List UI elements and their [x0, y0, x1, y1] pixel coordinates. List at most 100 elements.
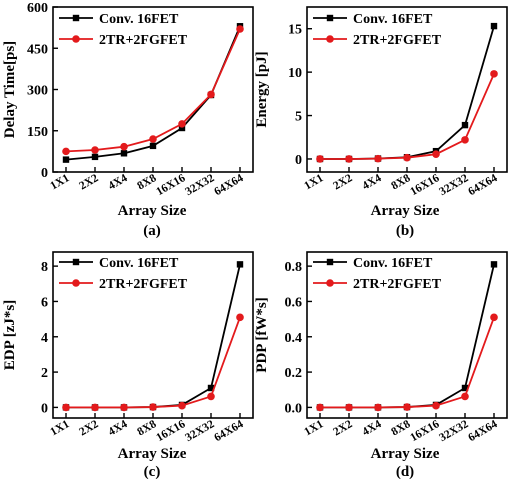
x-axis-label: Array Size: [371, 203, 440, 219]
legend: Conv. 16FET 2TR+2FGFET: [313, 12, 442, 48]
y-tick-label: 0.2: [285, 366, 303, 381]
x-tick-label: 2X2: [331, 418, 354, 438]
x-tick-label: 2X2: [331, 172, 354, 192]
data-point: [236, 313, 244, 322]
data-point: [374, 403, 382, 412]
x-tick-label: 32X32: [183, 418, 216, 444]
y-tick-label: 5: [295, 110, 302, 125]
data-point: [120, 142, 128, 151]
data-point: [236, 25, 244, 33]
data-point: [207, 384, 215, 392]
x-tick-label: 16X16: [154, 172, 187, 198]
series-1: [62, 313, 244, 412]
y-tick-label: 0: [41, 166, 48, 181]
y-tick-label: 600: [27, 1, 48, 16]
legend-entry: 2TR+2FGFET: [353, 33, 442, 48]
data-point: [178, 120, 186, 128]
data-point: [374, 154, 382, 163]
data-point: [91, 153, 99, 161]
y-axis-label: Delay Time[ps]: [2, 41, 18, 138]
series-line: [66, 317, 241, 409]
x-tick-label: 4X4: [360, 172, 383, 192]
data-point: [207, 90, 215, 99]
legend: Conv. 16FET 2TR+2FGFET: [313, 256, 442, 292]
data-point: [62, 403, 70, 412]
data-point: [207, 392, 215, 401]
y-tick-label: 450: [27, 42, 48, 57]
data-point: [62, 156, 70, 163]
legend-entry: 2TR+2FGFET: [353, 277, 442, 292]
data-point: [403, 403, 411, 411]
legend-entry: Conv. 16FET: [99, 256, 179, 271]
x-tick-label: 1X1: [48, 418, 71, 438]
y-tick-label: 0.8: [285, 260, 303, 275]
legend-marker: [326, 35, 334, 43]
y-axis-label: EDP [zJ*s]: [2, 300, 18, 370]
y-tick-label: 2: [41, 366, 48, 381]
data-point: [461, 136, 469, 144]
legend-entry: Conv. 16FET: [353, 12, 433, 27]
legend-marker: [326, 279, 334, 287]
series-1: [316, 70, 498, 163]
y-tick-label: 10: [288, 66, 302, 81]
x-tick-label: 64X64: [466, 418, 499, 444]
data-point: [345, 155, 353, 163]
data-point: [149, 142, 157, 150]
x-tick-label: 4X4: [106, 172, 129, 192]
y-tick-label: 6: [41, 295, 48, 310]
data-point: [461, 392, 469, 401]
x-axis-label: Array Size: [371, 446, 440, 462]
data-point: [91, 403, 99, 412]
data-point: [316, 155, 324, 163]
x-tick-label: 2X2: [77, 172, 100, 192]
y-tick-label: 150: [27, 125, 48, 140]
x-tick-label: 32X32: [437, 418, 470, 444]
data-point: [461, 384, 469, 392]
data-point: [120, 403, 128, 412]
x-axis-label: Array Size: [118, 203, 187, 219]
data-point: [149, 135, 157, 143]
panel-label: (a): [143, 223, 161, 239]
data-point: [149, 403, 157, 411]
data-point: [490, 313, 498, 322]
x-tick-label: 32X32: [437, 172, 470, 198]
series-1: [316, 313, 498, 412]
y-tick-label: 0.4: [285, 331, 303, 346]
legend-entry: 2TR+2FGFET: [99, 33, 188, 48]
data-point: [461, 121, 469, 129]
data-point: [490, 261, 498, 268]
y-axis-label: PDP [fW*s]: [254, 297, 270, 372]
data-point: [62, 147, 70, 156]
y-tick-label: 0: [295, 153, 302, 168]
y-tick-label: 8: [41, 260, 48, 275]
x-tick-label: 64X64: [212, 172, 245, 198]
y-tick-label: 15: [288, 23, 302, 38]
data-point: [345, 403, 353, 412]
panel-label: (d): [396, 464, 414, 480]
y-tick-label: 0: [41, 401, 48, 416]
x-axis-label: Array Size: [118, 446, 187, 462]
y-tick-label: 0.6: [285, 295, 303, 310]
x-tick-label: 4X4: [106, 418, 129, 438]
data-point: [490, 70, 498, 78]
series-line: [320, 317, 495, 409]
legend: Conv. 16FET 2TR+2FGFET: [59, 12, 188, 48]
y-axis-label: Energy [pJ]: [254, 51, 270, 127]
x-tick-label: 2X2: [77, 418, 100, 438]
data-point: [236, 261, 244, 268]
x-tick-label: 1X1: [302, 172, 325, 192]
legend-marker: [326, 258, 334, 266]
legend: Conv. 16FET 2TR+2FGFET: [59, 256, 188, 292]
x-tick-label: 16X16: [154, 418, 187, 444]
legend-marker: [72, 14, 80, 22]
x-tick-label: 64X64: [212, 418, 245, 444]
x-tick-label: 16X16: [408, 172, 441, 198]
legend-marker: [326, 14, 334, 22]
x-tick-label: 64X64: [466, 172, 499, 198]
plot-frame: [306, 6, 508, 173]
